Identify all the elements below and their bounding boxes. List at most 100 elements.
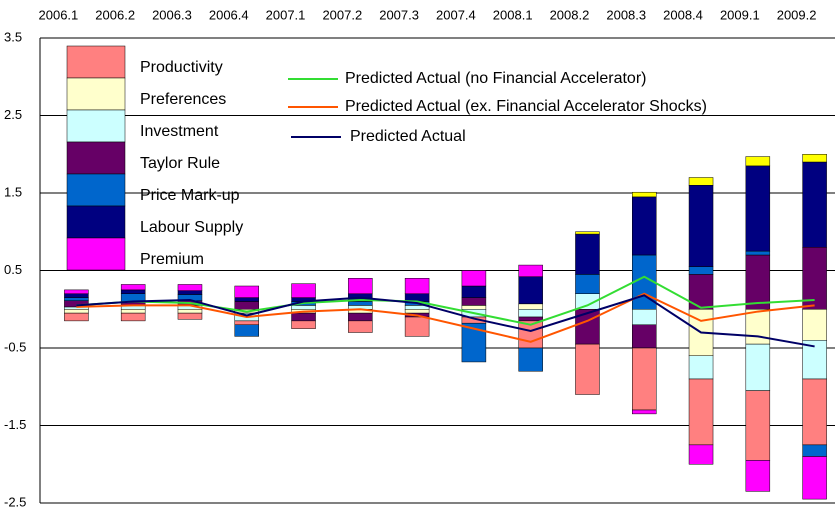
bar-segment — [745, 390, 771, 461]
bar-segment — [120, 309, 146, 314]
bar-segment — [575, 309, 600, 345]
y-tick-label: 2.5 — [4, 107, 22, 122]
bar-segment — [632, 347, 657, 411]
bar-segment — [518, 347, 543, 372]
y-tick-label: 3.5 — [4, 29, 22, 44]
bar-segment — [518, 276, 543, 305]
legend-label: Labour Supply — [140, 219, 243, 236]
y-tick-label: 1.5 — [4, 184, 22, 199]
bar-segment — [234, 320, 259, 325]
bar-segment — [64, 312, 89, 322]
bar-segment — [688, 266, 714, 275]
bar-segment — [234, 297, 259, 302]
bar-segment — [745, 309, 771, 345]
x-tick-label: 2007.1 — [266, 7, 306, 22]
legend-swatch — [66, 77, 126, 111]
bar-segment — [234, 301, 259, 310]
legend-label: Premium — [140, 251, 204, 268]
line-series — [76, 294, 815, 348]
y-tick-label: -2.5 — [4, 494, 26, 509]
legend-label: Productivity — [140, 59, 223, 76]
x-tick-label: 2006.2 — [95, 7, 135, 22]
bar-segment — [177, 309, 203, 314]
legend-label: Preferences — [140, 91, 226, 108]
bar-segment — [745, 156, 771, 167]
bar-segment — [404, 278, 430, 294]
bar-segment — [802, 378, 827, 446]
legend-label: Predicted Actual — [350, 128, 466, 145]
bar-segment — [404, 309, 430, 314]
bar-segment — [745, 254, 771, 310]
bar-segment — [745, 165, 771, 252]
bar-segment — [632, 324, 657, 349]
bar-segment — [64, 293, 89, 298]
bar-segment — [632, 191, 657, 198]
bar-segment — [234, 285, 259, 298]
x-tick-label: 2007.2 — [322, 7, 362, 22]
x-tick-label: 2008.3 — [606, 7, 646, 22]
bar-segment — [802, 161, 827, 248]
bar-segment — [461, 285, 487, 298]
bar-segment — [461, 297, 487, 306]
legend-label: Predicted Actual (no Financial Accelerat… — [345, 70, 646, 87]
bar-segment — [688, 444, 714, 465]
bar-segment — [575, 233, 600, 275]
bar-segment — [802, 247, 827, 310]
bar-segment — [348, 320, 373, 333]
bar-segment — [518, 303, 543, 310]
bar-segment — [291, 320, 316, 329]
bar-segment — [632, 409, 657, 415]
bar-segment — [802, 154, 827, 163]
legend-swatch — [66, 141, 126, 175]
bar-segment — [632, 309, 657, 325]
x-tick-label: 2007.3 — [379, 7, 419, 22]
bar-segment — [745, 250, 771, 256]
x-tick-label: 2007.4 — [436, 7, 476, 22]
bar-segment — [177, 284, 203, 291]
bar-segment — [802, 456, 827, 500]
bar-segment — [177, 312, 203, 320]
bar-segment — [745, 460, 771, 492]
x-tick-label: 2006.4 — [209, 7, 249, 22]
bar-segment — [348, 301, 373, 306]
bar-segment — [632, 196, 657, 256]
bar-segment — [575, 343, 600, 395]
bar-segment — [745, 343, 771, 391]
x-tick-label: 2006.1 — [39, 7, 79, 22]
bar-segment — [688, 378, 714, 446]
y-tick-label: -0.5 — [4, 339, 26, 354]
bar-segment — [688, 355, 714, 380]
bar-segment — [291, 283, 316, 298]
bar-segment — [461, 305, 487, 310]
bar-segment — [404, 316, 430, 337]
bar-segment — [802, 340, 827, 380]
bar-segment — [518, 309, 543, 318]
legend-swatch — [66, 205, 126, 239]
bar-segment — [120, 312, 146, 322]
x-tick-label: 2008.2 — [550, 7, 590, 22]
bar-segment — [64, 297, 89, 301]
legend-label: Predicted Actual (ex. Financial Accelera… — [345, 98, 707, 115]
bar-segment — [802, 309, 827, 341]
bar-segment — [575, 231, 600, 235]
y-tick-label: 0.5 — [4, 262, 22, 277]
bar-segment — [64, 309, 89, 314]
legend-swatch — [66, 45, 126, 79]
bar-segment — [518, 316, 543, 322]
line-series — [76, 292, 815, 343]
legend-label: Taylor Rule — [140, 155, 220, 172]
legend-swatch — [66, 173, 126, 207]
bar-segment — [518, 264, 543, 277]
legend-swatch — [66, 237, 126, 271]
bar-segment — [348, 312, 373, 322]
bar-segment — [291, 312, 316, 322]
x-tick-label: 2008.4 — [663, 7, 703, 22]
line-series — [76, 275, 815, 326]
x-tick-label: 2009.2 — [777, 7, 817, 22]
bar-segment — [802, 444, 827, 457]
bar-segment — [461, 270, 487, 287]
x-tick-label: 2006.3 — [152, 7, 192, 22]
bar-segment — [688, 177, 714, 186]
bar-segment — [234, 324, 259, 337]
bar-segment — [348, 278, 373, 294]
